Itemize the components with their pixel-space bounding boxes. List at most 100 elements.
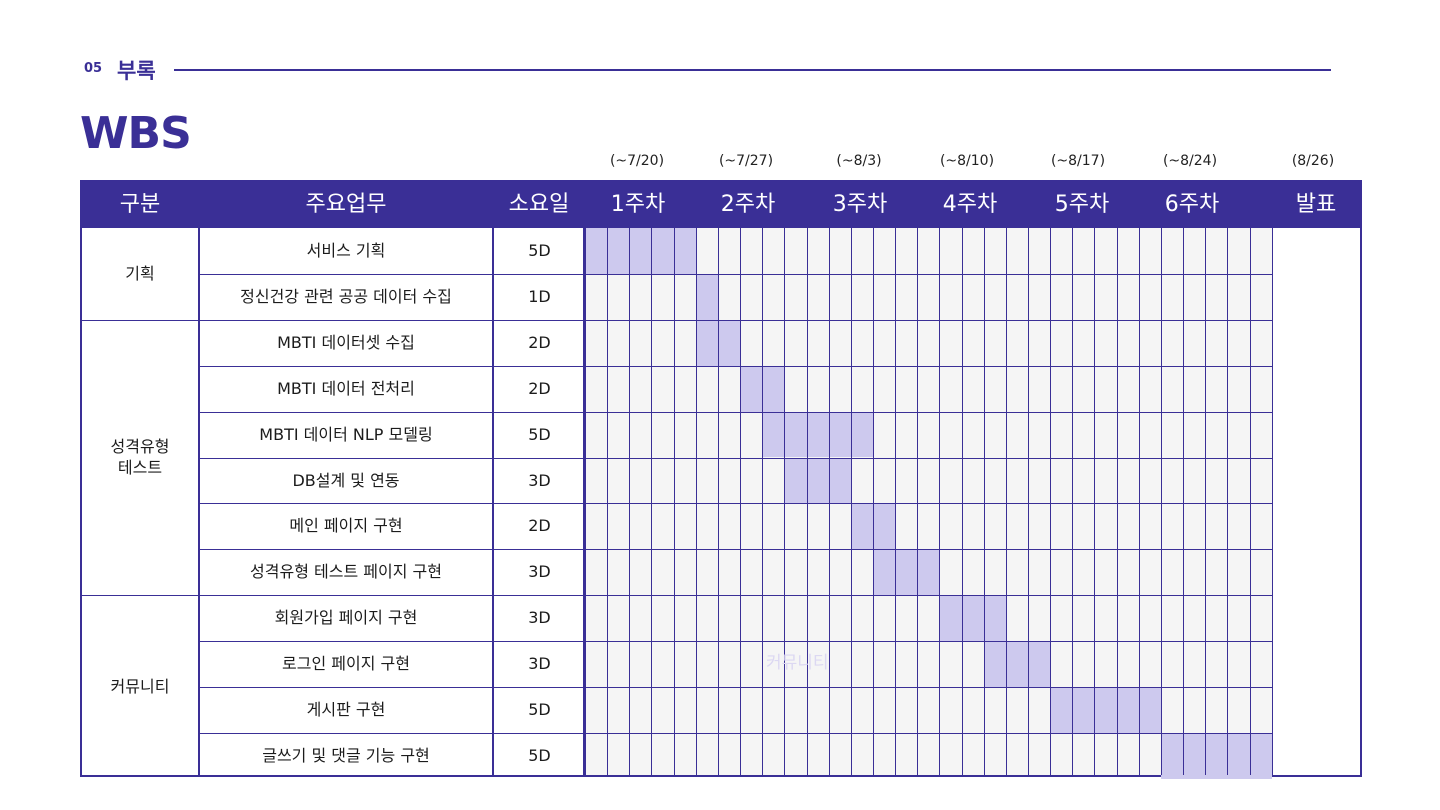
gantt-bar bbox=[939, 595, 1006, 642]
gantt-day-line bbox=[961, 228, 963, 775]
category-divider bbox=[82, 595, 198, 597]
task-name: MBTI 데이터셋 수집 bbox=[277, 332, 415, 352]
task-duration: 5D bbox=[528, 745, 551, 765]
gantt-day-line bbox=[828, 228, 830, 775]
task-duration: 3D bbox=[528, 562, 551, 582]
gantt-bar bbox=[983, 641, 1051, 687]
task-duration: 5D bbox=[528, 424, 551, 444]
column-divider bbox=[198, 228, 200, 775]
row-divider bbox=[200, 365, 1272, 367]
row-divider bbox=[200, 549, 1272, 551]
row-divider bbox=[200, 319, 1272, 321]
gantt-day-line bbox=[673, 228, 675, 775]
gantt-day-line bbox=[1249, 228, 1251, 775]
gantt-bar bbox=[872, 549, 940, 596]
gantt-day-line bbox=[939, 228, 941, 775]
header-final: 발표 bbox=[1295, 192, 1337, 217]
gantt-area bbox=[585, 228, 1272, 775]
row-divider bbox=[200, 273, 1272, 275]
header-week: 2주차 bbox=[720, 192, 776, 217]
gantt-day-line bbox=[1028, 228, 1029, 775]
task-name: 성격유형 테스트 페이지 구현 bbox=[250, 562, 442, 582]
header-week: 1주차 bbox=[610, 192, 666, 217]
category-label: 성격유형 테스트 bbox=[110, 437, 170, 478]
gantt-day-line bbox=[629, 228, 631, 775]
gantt-day-line bbox=[607, 228, 609, 775]
header-category: 구분 bbox=[119, 192, 161, 217]
task-name: MBTI 데이터 NLP 모델링 bbox=[259, 424, 433, 444]
task-name: 메인 페이지 구현 bbox=[289, 516, 403, 536]
row-divider bbox=[200, 687, 1272, 688]
page-title: WBS bbox=[80, 108, 192, 159]
gantt-bar bbox=[1050, 687, 1161, 733]
header-week: 5주차 bbox=[1054, 192, 1110, 217]
task-name: 글쓰기 및 댓글 기능 구현 bbox=[262, 745, 430, 765]
week-end-date: (~8/24) bbox=[1162, 153, 1218, 169]
category-label: 커뮤니티 bbox=[110, 677, 170, 697]
header-week: 6주차 bbox=[1164, 192, 1220, 217]
section-divider bbox=[174, 69, 1331, 71]
gantt-day-line bbox=[872, 228, 874, 775]
gantt-day-line bbox=[651, 228, 653, 775]
gantt-day-line bbox=[917, 228, 919, 775]
gantt-bar bbox=[695, 273, 718, 320]
gantt-day-line bbox=[762, 228, 764, 775]
header-week: 3주차 bbox=[832, 192, 888, 217]
gantt-day-line bbox=[983, 228, 985, 775]
category-divider bbox=[82, 319, 198, 321]
column-divider bbox=[1271, 228, 1273, 775]
column-divider bbox=[583, 228, 585, 775]
gantt-day-line bbox=[895, 228, 897, 775]
header-duration: 소요일 bbox=[508, 192, 570, 217]
gantt-day-line bbox=[1160, 228, 1162, 775]
header-week: 4주차 bbox=[942, 192, 998, 217]
category-label: 기획 bbox=[125, 264, 155, 284]
week-end-date: (~8/3) bbox=[836, 153, 882, 169]
column-divider bbox=[492, 228, 494, 775]
gantt-day-line bbox=[806, 228, 808, 775]
task-duration: 2D bbox=[528, 516, 551, 536]
gantt-day-line bbox=[1138, 228, 1140, 775]
watermark-text: 커뮤니티 bbox=[766, 653, 829, 673]
row-divider bbox=[200, 732, 1272, 734]
task-duration: 2D bbox=[528, 378, 551, 398]
row-divider bbox=[200, 457, 1272, 459]
task-name: 게시판 구현 bbox=[306, 700, 386, 719]
task-duration: 3D bbox=[528, 470, 551, 490]
task-name: DB설계 및 연동 bbox=[292, 470, 400, 490]
task-name: 서비스 기획 bbox=[306, 241, 386, 260]
task-duration: 2D bbox=[528, 332, 551, 352]
week-end-date: (~7/27) bbox=[718, 153, 774, 169]
gantt-bar bbox=[762, 411, 873, 458]
header-task: 주요업무 bbox=[305, 192, 387, 217]
row-divider bbox=[200, 503, 1272, 505]
week-end-date: (~8/17) bbox=[1050, 153, 1106, 169]
gantt-day-line bbox=[695, 228, 697, 775]
task-name: MBTI 데이터 전처리 bbox=[277, 378, 415, 398]
task-name: 회원가입 페이지 구현 bbox=[274, 608, 418, 628]
gantt-day-line bbox=[717, 228, 719, 775]
task-duration: 1D bbox=[528, 286, 551, 306]
task-duration: 3D bbox=[528, 608, 551, 628]
gantt-day-line bbox=[784, 228, 786, 775]
row-divider bbox=[200, 595, 1272, 597]
section-title: 부록 bbox=[117, 59, 156, 83]
gantt-day-line bbox=[1005, 228, 1007, 775]
gantt-bar bbox=[784, 457, 851, 504]
gantt-day-line bbox=[740, 228, 742, 775]
gantt-day-line bbox=[1072, 228, 1074, 775]
gantt-day-line bbox=[1205, 228, 1207, 775]
gantt-day-line bbox=[1050, 228, 1052, 775]
gantt-day-line bbox=[850, 228, 852, 775]
task-name: 정신건강 관련 공공 데이터 수집 bbox=[240, 286, 452, 306]
row-divider bbox=[200, 641, 1272, 643]
task-name: 로그인 페이지 구현 bbox=[282, 654, 410, 674]
task-duration: 3D bbox=[528, 654, 551, 674]
task-duration: 5D bbox=[528, 241, 551, 260]
section-number: 05 bbox=[84, 61, 103, 76]
week-end-date: (~8/10) bbox=[939, 153, 995, 169]
row-divider bbox=[200, 411, 1272, 413]
table-header: 구분 주요업무 소요일 1주차 2주차 3주차 4주차 5주차 6주차 발표 bbox=[82, 182, 1360, 228]
week-end-date: (8/26) bbox=[1291, 153, 1335, 169]
